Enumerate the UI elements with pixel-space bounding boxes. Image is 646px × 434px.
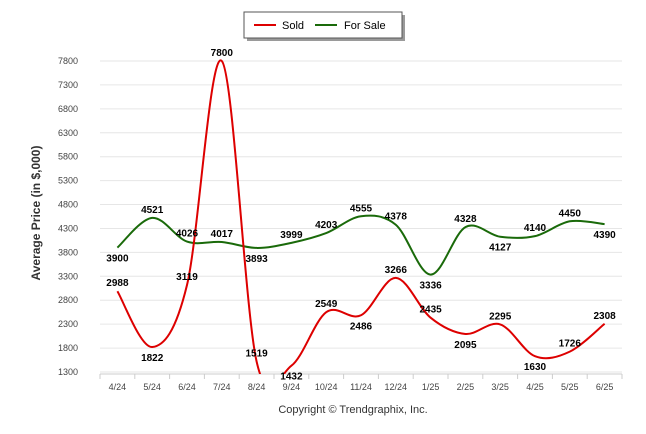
series-line-sold bbox=[116, 59, 606, 374]
x-tick-label-1-25: 1/25 bbox=[422, 382, 440, 392]
data-label-sold-6-25: 2308 bbox=[593, 311, 616, 322]
y-tick-label-3800: 3800 bbox=[58, 247, 78, 257]
data-label-for-sale-6-24: 4026 bbox=[176, 229, 199, 240]
x-tick-label-12-24: 12/24 bbox=[385, 382, 408, 392]
x-tick-label-6-25: 6/25 bbox=[596, 382, 614, 392]
y-tick-label-5300: 5300 bbox=[58, 176, 78, 186]
x-tick-label-8-24: 8/24 bbox=[248, 382, 266, 392]
data-label-for-sale-1-25: 3336 bbox=[419, 281, 442, 292]
x-tick-label-5-25: 5/25 bbox=[561, 382, 579, 392]
y-tick-label-7800: 7800 bbox=[58, 56, 78, 66]
x-tick-label-4-25: 4/25 bbox=[526, 382, 544, 392]
data-label-for-sale-9-24: 3999 bbox=[280, 230, 303, 241]
data-label-sold-5-25: 1726 bbox=[559, 339, 582, 350]
x-tick-label-4-24: 4/24 bbox=[109, 382, 127, 392]
data-label-for-sale-4-24: 3900 bbox=[106, 254, 129, 265]
y-axis: 1300 1800 2300 2800 3300 3800 4300 4800 5300 5800… bbox=[58, 56, 78, 377]
data-label-for-sale-2-25: 4328 bbox=[454, 214, 477, 225]
data-label-sold-6-24: 3119 bbox=[176, 272, 198, 283]
data-label-sold-10-24: 2549 bbox=[315, 299, 338, 310]
data-label-for-sale-10-24: 4203 bbox=[315, 220, 338, 231]
data-label-sold-3-25: 2295 bbox=[489, 311, 512, 322]
series-lines bbox=[116, 59, 606, 374]
data-label-sold-4-24: 2988 bbox=[106, 278, 129, 289]
y-tick-label-6800: 6800 bbox=[58, 104, 78, 114]
y-axis-title: Average Price (in $,000) bbox=[29, 146, 43, 281]
y-tick-label-7300: 7300 bbox=[58, 80, 78, 90]
data-label-sold-8-24: 1519 bbox=[245, 349, 268, 360]
y-tick-label-1800: 1800 bbox=[58, 343, 78, 353]
data-label-for-sale-6-25: 4390 bbox=[593, 230, 616, 241]
data-label-for-sale-5-25: 4450 bbox=[559, 208, 582, 219]
x-tick-label-7-24: 7/24 bbox=[213, 382, 231, 392]
y-tick-label-2800: 2800 bbox=[58, 295, 78, 305]
data-label-for-sale-11-24: 4555 bbox=[350, 203, 373, 214]
data-label-sold-4-25: 1630 bbox=[524, 362, 547, 373]
data-label-sold-9-24: 1432 bbox=[280, 372, 303, 383]
x-tick-label-3-25: 3/25 bbox=[491, 382, 509, 392]
data-label-for-sale-3-25: 4127 bbox=[489, 243, 512, 254]
data-labels: 2988 1822 3119 7800 1519 1432 2549 2486 3266 2435… bbox=[106, 48, 616, 383]
x-axis: 4/24 5/24 6/24 7/24 8/24 9/24 10/24 11/24 12/24 1… bbox=[99, 373, 623, 392]
series-line-for-sale bbox=[116, 214, 605, 276]
data-label-for-sale-5-24: 4521 bbox=[141, 205, 164, 216]
x-tick-label-11-24: 11/24 bbox=[350, 382, 372, 392]
x-tick-label-2-25: 2/25 bbox=[457, 382, 475, 392]
data-label-sold-11-24: 2486 bbox=[350, 321, 373, 332]
data-label-sold-2-25: 2095 bbox=[454, 340, 477, 351]
data-label-for-sale-12-24: 4378 bbox=[385, 212, 408, 223]
data-label-for-sale-4-25: 4140 bbox=[524, 223, 547, 234]
y-tick-label-4300: 4300 bbox=[58, 223, 78, 233]
legend-label-for-sale: For Sale bbox=[344, 20, 386, 32]
legend: Sold For Sale bbox=[243, 11, 405, 41]
x-tick-label-9-24: 9/24 bbox=[283, 382, 301, 392]
data-label-sold-12-24: 3266 bbox=[385, 265, 408, 276]
x-tick-label-6-24: 6/24 bbox=[178, 382, 196, 392]
y-tick-label-1300: 1300 bbox=[58, 367, 78, 377]
y-tick-label-3300: 3300 bbox=[58, 271, 78, 281]
data-label-sold-5-24: 1822 bbox=[141, 353, 164, 364]
y-tick-label-6300: 6300 bbox=[58, 128, 78, 138]
x-tick-label-5-24: 5/24 bbox=[143, 382, 161, 392]
legend-label-sold: Sold bbox=[282, 20, 304, 32]
data-label-for-sale-7-24: 4017 bbox=[211, 229, 234, 240]
y-tick-label-2300: 2300 bbox=[58, 319, 78, 329]
data-label-sold-1-25: 2435 bbox=[419, 305, 442, 316]
y-tick-label-4800: 4800 bbox=[58, 200, 78, 210]
x-tick-label-10-24: 10/24 bbox=[315, 382, 338, 392]
y-tick-label-5800: 5800 bbox=[58, 152, 78, 162]
copyright-credit: Copyright © Trendgraphix, Inc. bbox=[278, 404, 427, 416]
gridlines bbox=[100, 60, 622, 373]
data-label-sold-7-24: 7800 bbox=[211, 48, 234, 59]
data-label-for-sale-8-24: 3893 bbox=[245, 254, 268, 265]
